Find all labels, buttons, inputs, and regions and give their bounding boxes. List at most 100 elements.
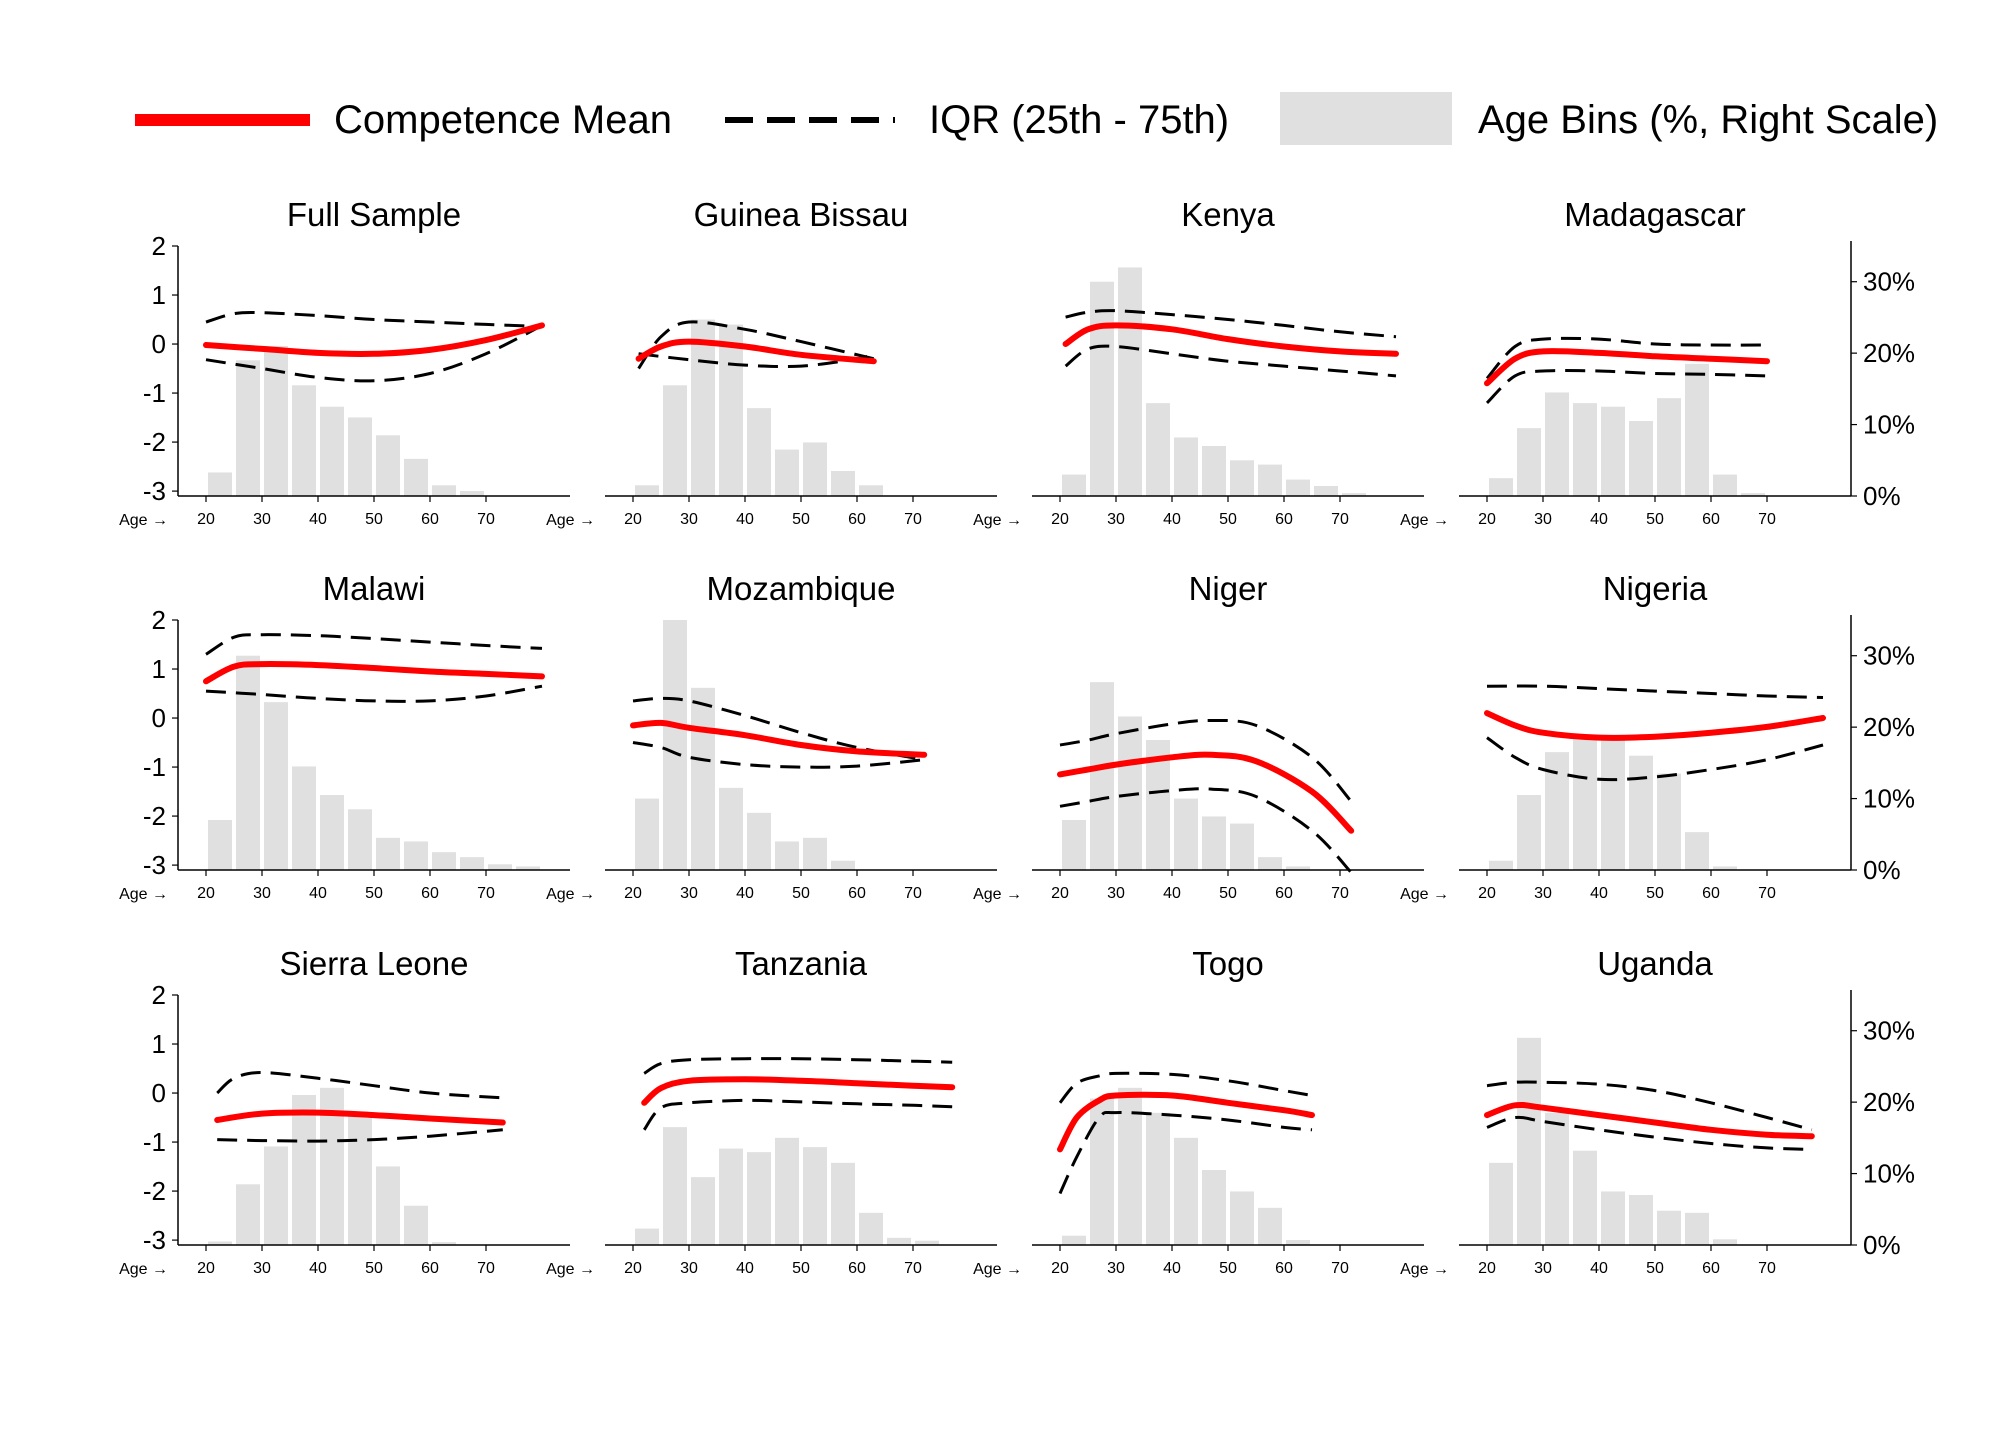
y-tick-label: -1 <box>143 752 166 782</box>
legend-label-iqr: IQR (25th - 75th) <box>929 98 1230 142</box>
panel-1: Guinea Bissau 20 30 40 50 60 70 Age → <box>546 196 997 529</box>
y-tick-label: -3 <box>143 1225 166 1255</box>
x-tick-label: 60 <box>848 511 866 528</box>
x-tick-label: 20 <box>1051 885 1069 902</box>
y-tick-label: -2 <box>143 1176 166 1206</box>
iqr-upper-line <box>216 1070 503 1100</box>
x-axis-label: Age → <box>973 1261 1022 1278</box>
y-tick-label: 0 <box>152 329 166 359</box>
age-bin-bar <box>236 1184 260 1245</box>
age-bin-bar <box>803 837 827 870</box>
age-bin-bar <box>1713 474 1737 496</box>
x-tick-label: 30 <box>1107 511 1125 528</box>
x-axis-label: Age → <box>1400 1261 1449 1278</box>
legend-swatch-bins <box>1280 92 1452 145</box>
age-bin-bar <box>859 1212 883 1245</box>
x-tick-label: 70 <box>904 511 922 528</box>
age-bin-bar <box>1174 798 1198 870</box>
x-tick-label: 70 <box>1758 885 1776 902</box>
x-tick-label: 60 <box>1702 511 1720 528</box>
x-tick-label: 60 <box>421 885 439 902</box>
y-right-tick-label: 30% <box>1863 641 1915 671</box>
y-tick-label: -3 <box>143 850 166 880</box>
age-bin-bar <box>1230 460 1254 496</box>
age-bin-bar <box>1685 363 1709 496</box>
age-bin-bar <box>404 841 428 870</box>
legend-item-mean: Competence Mean <box>135 85 695 155</box>
iqr-upper-line <box>1058 1071 1313 1104</box>
iqr-lower-line <box>642 1098 953 1131</box>
x-axis-label: Age → <box>546 886 595 903</box>
x-tick-label: 60 <box>1702 1260 1720 1277</box>
age-bin-bar <box>1118 267 1142 496</box>
legend-item-bins: Age Bins (%, Right Scale) <box>1280 85 1980 155</box>
age-bin-bar <box>1601 735 1625 870</box>
age-bin-bar <box>747 408 771 496</box>
y-tick-label: 0 <box>152 1078 166 1108</box>
age-bin-bar <box>1146 403 1170 496</box>
y-tick-label: 1 <box>152 654 166 684</box>
iqr-lower-line <box>1064 344 1397 378</box>
age-bin-bar <box>1174 437 1198 496</box>
x-tick-label: 30 <box>1534 885 1552 902</box>
age-bin-bar <box>432 485 456 496</box>
x-tick-label: 20 <box>197 511 215 528</box>
legend-swatch-iqr-dash <box>725 117 895 123</box>
age-bin-bar <box>236 360 260 496</box>
competence-mean-line <box>635 338 877 365</box>
y-tick-label: -2 <box>143 427 166 457</box>
age-bin-bar <box>1286 866 1310 870</box>
x-tick-label: 70 <box>1758 511 1776 528</box>
age-bin-bar <box>292 385 316 496</box>
age-bin-bar <box>859 485 883 496</box>
y-tick-label: 2 <box>152 231 166 261</box>
x-tick-label: 40 <box>309 885 327 902</box>
age-bin-bar <box>488 864 512 870</box>
x-tick-label: 50 <box>365 511 383 528</box>
age-bin-bar <box>1286 1240 1310 1245</box>
age-bin-bar <box>1545 1112 1569 1245</box>
age-bin-bar <box>1573 1150 1597 1245</box>
age-bin-bar <box>516 866 540 870</box>
age-bin-bar <box>432 852 456 870</box>
panel-8: Sierra Leone 20 30 40 50 60 70 Age → 2 1 0 -1 -2 -3 <box>119 945 570 1278</box>
legend-label-mean: Competence Mean <box>334 98 672 142</box>
x-tick-label: 20 <box>624 1260 642 1277</box>
x-tick-label: 20 <box>624 885 642 902</box>
panel-title: Madagascar <box>1564 196 1746 233</box>
panel-title: Mozambique <box>707 570 896 607</box>
legend-label-bins: Age Bins (%, Right Scale) <box>1478 98 1939 142</box>
age-bin-bar <box>292 766 316 870</box>
age-bin-bar <box>1573 403 1597 496</box>
age-bin-bar <box>264 702 288 870</box>
age-bin-bar <box>775 841 799 870</box>
y-tick-label: 0 <box>152 703 166 733</box>
iqr-upper-line <box>205 310 543 328</box>
x-axis-label: Age → <box>119 1261 168 1278</box>
x-axis-label: Age → <box>1400 512 1449 529</box>
x-tick-label: 40 <box>309 1260 327 1277</box>
iqr-lower-line <box>205 324 543 383</box>
x-tick-label: 30 <box>1534 1260 1552 1277</box>
panel-0: Full Sample 20 30 40 50 60 70 Age → 2 1 0 -1 -2 -3 <box>119 196 570 529</box>
age-bin-bar <box>831 1162 855 1245</box>
x-tick-label: 20 <box>1051 1260 1069 1277</box>
age-bin-bar <box>208 472 232 496</box>
age-bin-bar <box>1090 281 1114 496</box>
age-bin-bar <box>208 820 232 870</box>
competence-mean-line <box>641 1076 956 1106</box>
age-bin-bar <box>460 491 484 496</box>
age-bin-bar <box>1685 1212 1709 1245</box>
age-bin-bar <box>1517 795 1541 870</box>
age-bin-bar <box>635 485 659 496</box>
competence-mean-line <box>1057 751 1355 834</box>
competence-mean-line <box>1484 348 1770 387</box>
age-bin-bar <box>1286 479 1310 496</box>
y-tick-label: -1 <box>143 1127 166 1157</box>
panel-title: Guinea Bissau <box>694 196 909 233</box>
age-bin-bar <box>691 687 715 870</box>
x-tick-label: 50 <box>1646 511 1664 528</box>
x-tick-label: 40 <box>1163 511 1181 528</box>
panel-title: Malawi <box>323 570 426 607</box>
